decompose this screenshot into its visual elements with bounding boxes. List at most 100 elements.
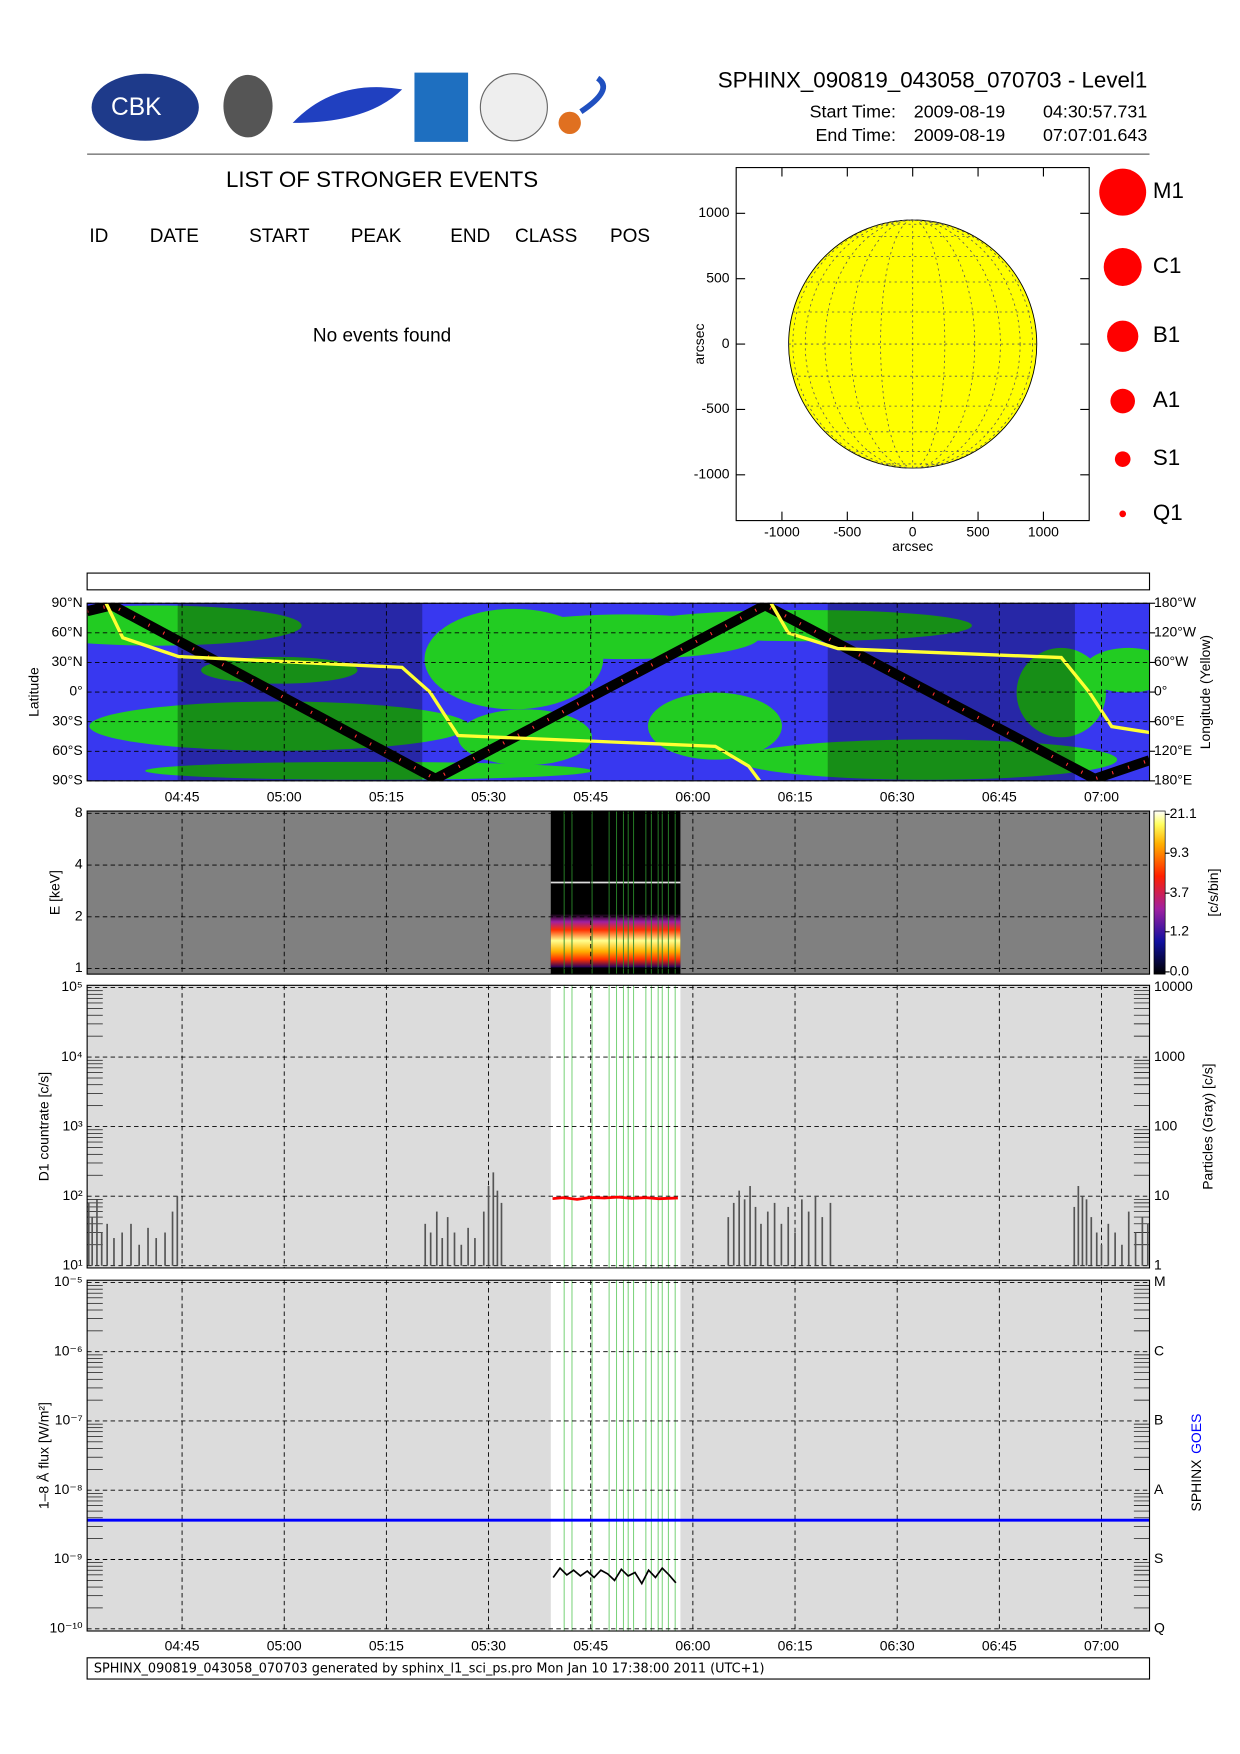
legend-label: Q1 [1153, 500, 1183, 525]
meridian [880, 219, 946, 469]
y-tick-label: -1000 [694, 466, 730, 482]
meridian [804, 219, 1021, 469]
x-tick-label: -1000 [764, 524, 800, 540]
y-tick-label: 90°N [51, 594, 82, 610]
x-tick-label: 06:00 [675, 788, 710, 804]
y-tick-label: 8 [75, 804, 83, 820]
logo-seal [479, 73, 548, 142]
plot-frame [86, 984, 1151, 1269]
colorbar-label: 21.1 [1170, 805, 1197, 821]
page-content: CBK SPHINX_090819_043058_070703 - Level1… [25, 67, 1221, 1680]
x-axis-label: arcsec [892, 538, 933, 554]
y-tick-label: 500 [706, 269, 730, 285]
y-tick-label: 10² [62, 1187, 83, 1203]
footer-box [86, 1657, 1151, 1680]
y-tick-label: Q [1154, 1619, 1165, 1635]
logo-lebedev [223, 74, 273, 138]
y-tick-label: 10⁻⁹ [54, 1550, 83, 1566]
y-tick-label: 10⁻⁷ [55, 1412, 83, 1428]
events-column: START [249, 226, 310, 247]
legend-label: GOES [1188, 1414, 1204, 1454]
report-title: SPHINX_090819_043058_070703 - Level1 [718, 67, 1148, 92]
y-tick-label: 90°S [52, 772, 82, 788]
legend-label: C1 [1153, 253, 1182, 278]
start-time: 04:30:57.731 [1043, 102, 1147, 122]
legend-label: A1 [1153, 387, 1180, 412]
x-tick-label: 06:30 [880, 1637, 915, 1653]
logo-s-arc [579, 75, 606, 115]
x-tick-label: -500 [833, 524, 861, 540]
colorbar-label: 0.0 [1170, 963, 1190, 979]
axis-label: D1 countrate [c/s] [35, 1072, 51, 1181]
land [647, 692, 782, 760]
y-tick-label: 60°W [1154, 653, 1189, 669]
colorbar-label: 1.2 [1170, 922, 1190, 938]
plot-frame [86, 810, 1151, 975]
meridian [792, 219, 1033, 469]
axis-label: E [keV] [47, 870, 63, 915]
x-tick-label: 05:15 [369, 1637, 404, 1653]
land [89, 701, 470, 751]
y-tick-label: 2 [75, 907, 83, 923]
series-line [552, 1566, 677, 1586]
legend-label: SPHINX [1188, 1459, 1204, 1512]
y-tick-label: 4 [75, 856, 83, 872]
y-tick-label: B [1154, 1412, 1163, 1428]
axis-label: Longitude (Yellow) [1197, 635, 1213, 749]
longitude-track [104, 603, 1150, 781]
colorbar-label: 3.7 [1170, 884, 1190, 900]
meridian [824, 219, 1001, 469]
y-tick-label: 60°S [52, 742, 82, 758]
map-layer [87, 603, 1150, 781]
logo-cbk [91, 73, 199, 141]
events-column: END [450, 226, 490, 247]
x-tick-label: 07:00 [1084, 788, 1119, 804]
legend-marker [1099, 168, 1147, 216]
y-tick-label: 10⁻⁵ [54, 1273, 83, 1289]
x-tick-label: 06:15 [778, 788, 813, 804]
events-column: DATE [150, 226, 199, 247]
legend-marker [1107, 320, 1139, 352]
y-tick-label: 30°N [51, 653, 82, 669]
x-tick-label: 06:00 [675, 1637, 710, 1653]
events-column: POS [610, 226, 650, 247]
axis-label: Particles (Gray) [c/s] [1199, 1063, 1215, 1189]
plot-frame [86, 602, 1151, 782]
end-date: 2009-08-19 [914, 125, 1005, 145]
events-column: PEAK [351, 226, 402, 247]
y-tick-label: 30°S [52, 712, 82, 728]
logo-s [558, 111, 581, 135]
y-tick-label: 10⁻⁶ [54, 1342, 83, 1358]
x-tick-label: 1000 [1028, 524, 1059, 540]
y-tick-label: M [1154, 1273, 1166, 1289]
y-tick-label: 1000 [1154, 1048, 1185, 1064]
y-tick-label: 1 [1154, 1256, 1162, 1272]
colorbar [1153, 810, 1166, 975]
y-tick-label: 100 [1154, 1117, 1178, 1133]
start-date: 2009-08-19 [914, 102, 1005, 122]
axis-label: Latitude [25, 667, 41, 717]
y-tick-label: S [1154, 1550, 1163, 1566]
y-tick-label: 10000 [1154, 978, 1193, 994]
y-tick-label: 10 [1154, 1187, 1170, 1203]
y-tick-label: 10⁴ [61, 1048, 83, 1064]
logo-text: CBK [111, 94, 162, 121]
y-tick-label: 1000 [698, 204, 729, 220]
y-tick-label: 1 [75, 959, 83, 975]
y-tick-label: 10³ [62, 1117, 83, 1133]
x-tick-label: 04:45 [165, 788, 200, 804]
y-tick-label: 120°W [1154, 624, 1197, 640]
legend-label: M1 [1153, 178, 1184, 203]
axis-label: 1–8 Å flux [W/m²] [35, 1402, 51, 1509]
x-tick-label: 05:45 [573, 788, 608, 804]
events-column: ID [89, 226, 108, 247]
legend-marker [1103, 248, 1142, 286]
legend-marker [1119, 510, 1127, 518]
y-tick-label: 10⁻⁸ [54, 1481, 83, 1497]
x-tick-label: 500 [966, 524, 990, 540]
land [145, 761, 593, 780]
x-tick-label: 06:15 [778, 1637, 813, 1653]
y-tick-label: A [1154, 1481, 1164, 1497]
x-tick-label: 04:45 [165, 1637, 200, 1653]
